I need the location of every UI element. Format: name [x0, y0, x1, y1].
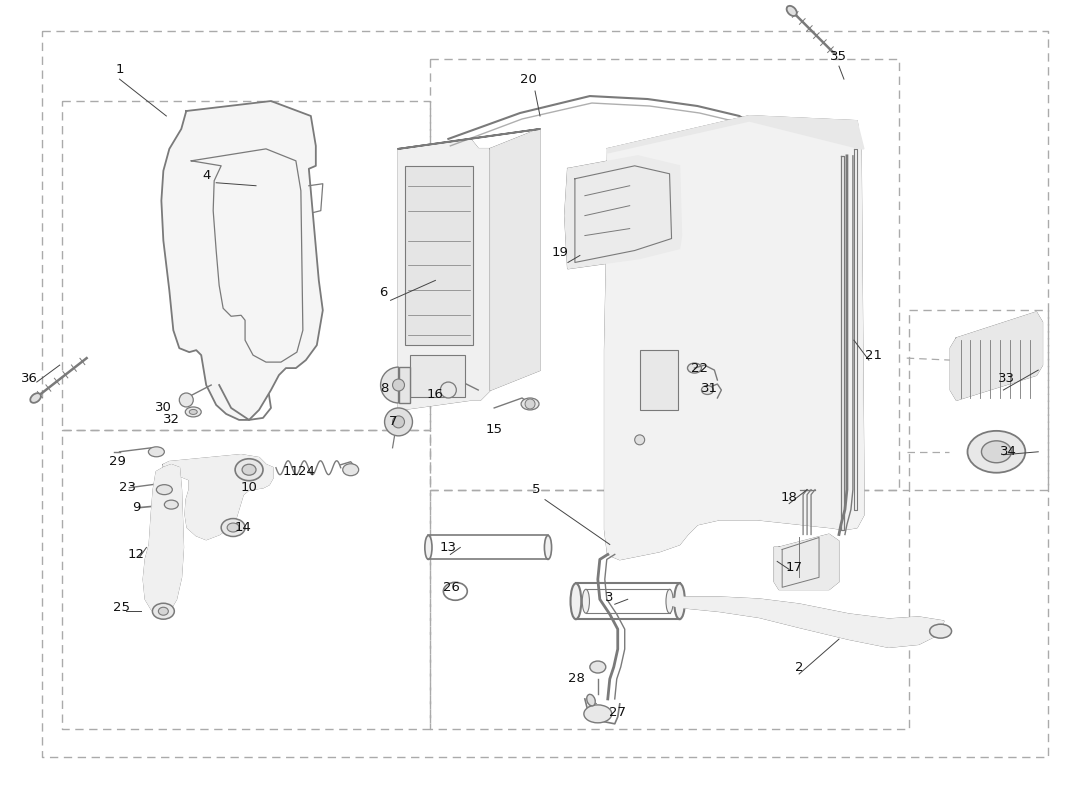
Text: 33: 33	[998, 372, 1014, 384]
Circle shape	[392, 416, 404, 428]
Ellipse shape	[235, 459, 263, 481]
Ellipse shape	[545, 535, 551, 560]
Bar	[399, 367, 411, 403]
Text: 31: 31	[701, 381, 717, 395]
Text: 30: 30	[155, 402, 171, 414]
Ellipse shape	[158, 608, 168, 615]
Ellipse shape	[521, 398, 539, 410]
Text: 15: 15	[486, 424, 502, 436]
Text: 29: 29	[109, 455, 126, 468]
Text: 21: 21	[865, 349, 882, 362]
Polygon shape	[164, 455, 273, 539]
Text: 5: 5	[532, 483, 541, 496]
Ellipse shape	[222, 519, 245, 537]
Polygon shape	[608, 116, 864, 152]
Text: 28: 28	[569, 673, 585, 685]
Text: 14: 14	[235, 521, 251, 534]
Bar	[640, 350, 677, 410]
Circle shape	[634, 435, 644, 445]
Text: 12: 12	[128, 548, 145, 561]
Ellipse shape	[156, 485, 173, 494]
Text: 1: 1	[116, 63, 123, 75]
Circle shape	[179, 393, 193, 407]
Text: 27: 27	[609, 707, 626, 719]
Polygon shape	[950, 312, 1042, 400]
Text: 36: 36	[22, 372, 38, 384]
Polygon shape	[605, 116, 864, 560]
Polygon shape	[162, 101, 323, 420]
Text: 17: 17	[785, 561, 803, 574]
Ellipse shape	[582, 590, 590, 613]
Ellipse shape	[701, 385, 713, 395]
Circle shape	[384, 408, 413, 436]
Polygon shape	[774, 534, 839, 590]
Ellipse shape	[153, 603, 175, 619]
Text: 26: 26	[443, 581, 460, 593]
Polygon shape	[399, 139, 490, 410]
Ellipse shape	[343, 464, 358, 476]
Ellipse shape	[227, 523, 239, 532]
Ellipse shape	[590, 661, 606, 673]
Text: 8: 8	[380, 381, 389, 395]
Ellipse shape	[425, 535, 432, 560]
Text: 35: 35	[830, 50, 847, 63]
Ellipse shape	[242, 465, 256, 476]
Text: 24: 24	[298, 465, 316, 478]
Text: 13: 13	[440, 541, 456, 554]
Text: 22: 22	[691, 362, 708, 375]
Bar	[405, 166, 473, 345]
Text: 9: 9	[132, 501, 141, 514]
Ellipse shape	[982, 441, 1011, 463]
Circle shape	[440, 382, 456, 398]
Text: 20: 20	[520, 72, 536, 86]
Ellipse shape	[786, 6, 797, 16]
Wedge shape	[381, 367, 399, 403]
Polygon shape	[399, 129, 541, 149]
Polygon shape	[490, 129, 541, 390]
Ellipse shape	[688, 363, 701, 373]
Text: 18: 18	[781, 491, 797, 504]
Ellipse shape	[165, 500, 178, 509]
Text: 25: 25	[112, 601, 130, 614]
Circle shape	[392, 379, 404, 391]
Text: 11: 11	[283, 465, 299, 478]
Bar	[411, 355, 465, 397]
Ellipse shape	[968, 431, 1025, 472]
Ellipse shape	[149, 446, 165, 457]
Text: 3: 3	[605, 591, 613, 604]
Ellipse shape	[31, 393, 40, 403]
Ellipse shape	[570, 583, 581, 619]
Ellipse shape	[674, 583, 685, 619]
Polygon shape	[565, 156, 681, 269]
Text: 32: 32	[163, 413, 180, 426]
Ellipse shape	[189, 410, 198, 414]
Ellipse shape	[666, 590, 673, 613]
Text: 10: 10	[240, 481, 258, 494]
Ellipse shape	[586, 694, 595, 706]
Circle shape	[525, 399, 535, 409]
Text: 7: 7	[389, 415, 397, 428]
Ellipse shape	[584, 705, 612, 723]
Text: 16: 16	[427, 388, 443, 402]
Ellipse shape	[186, 407, 201, 417]
Text: 19: 19	[551, 246, 569, 259]
Polygon shape	[672, 597, 943, 647]
Text: 4: 4	[202, 169, 211, 182]
Text: 6: 6	[379, 286, 388, 299]
Text: 23: 23	[119, 481, 136, 494]
Text: 34: 34	[1000, 446, 1017, 458]
Text: 2: 2	[795, 660, 804, 674]
Polygon shape	[143, 465, 183, 614]
Ellipse shape	[929, 624, 951, 638]
